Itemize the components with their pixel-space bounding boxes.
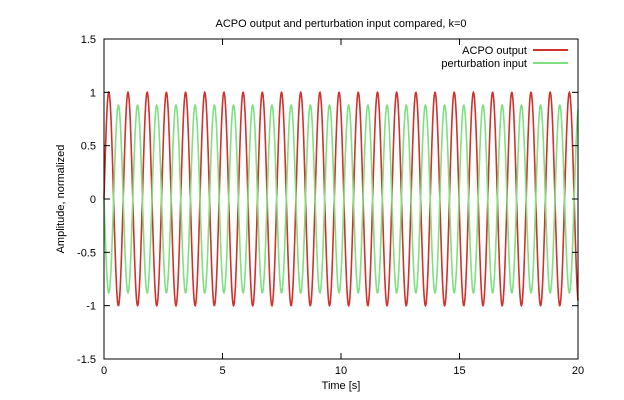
legend-label-acpo-output: ACPO output (462, 45, 527, 57)
y-axis-label: Amplitude, normalized (55, 145, 67, 254)
x-tick-label: 0 (101, 365, 107, 377)
axis-ticks: 0 5 10 15 20 -1.5 -1 -0.5 0 0.5 1 1.5 (77, 34, 584, 377)
y-tick-label: -1.5 (77, 354, 96, 366)
series-line-perturbation-input (103, 103, 579, 295)
x-tick-label: 20 (572, 365, 584, 377)
x-axis-label: Time [s] (322, 380, 361, 392)
x-tick-label: 5 (219, 365, 225, 377)
y-tick-label: 1.5 (81, 34, 96, 46)
x-tick-label: 15 (453, 365, 465, 377)
y-tick-label: 0.5 (81, 141, 96, 153)
plot-area (103, 90, 579, 308)
legend-label-perturbation-input: perturbation input (441, 58, 527, 70)
y-tick-label: -0.5 (77, 247, 96, 259)
chart-title: ACPO output and perturbation input compa… (215, 18, 466, 30)
legend: ACPO output perturbation input (441, 45, 568, 70)
series-line-acpo-output (103, 90, 579, 308)
x-tick-label: 10 (335, 365, 347, 377)
y-tick-label: 1 (90, 87, 96, 99)
y-tick-label: 0 (90, 194, 96, 206)
y-tick-label: -1 (86, 301, 96, 313)
